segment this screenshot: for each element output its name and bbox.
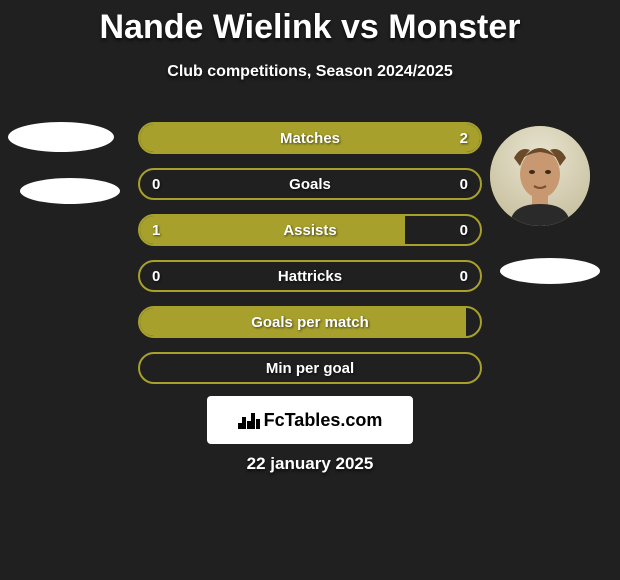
right-avatar (490, 126, 590, 226)
stat-value-left: 0 (152, 176, 160, 193)
stat-label: Goals per match (251, 314, 369, 331)
stat-value-left: 0 (152, 268, 160, 285)
date-text: 22 january 2025 (0, 454, 620, 474)
stat-label: Hattricks (278, 268, 342, 285)
stat-value-right: 0 (460, 176, 468, 193)
page-title: Nande Wielink vs Monster (0, 0, 620, 47)
stat-row: 1 0 Assists (138, 214, 482, 246)
stat-row: Goals per match (138, 306, 482, 338)
stat-row: 2 Matches (138, 122, 482, 154)
stat-label: Goals (289, 176, 331, 193)
stat-value-right: 0 (460, 222, 468, 239)
stat-row: Min per goal (138, 352, 482, 384)
stat-row: 0 0 Goals (138, 168, 482, 200)
stat-value-left: 1 (152, 222, 160, 239)
brand-text: FcTables.com (264, 410, 383, 431)
left-ellipse (20, 178, 120, 204)
stat-row: 0 0 Hattricks (138, 260, 482, 292)
left-ellipse (8, 122, 114, 152)
stat-value-right: 2 (460, 130, 468, 147)
stat-label: Assists (283, 222, 336, 239)
stat-value-right: 0 (460, 268, 468, 285)
brand-badge: FcTables.com (207, 396, 413, 444)
stat-label: Min per goal (266, 360, 354, 377)
stat-rows: 2 Matches 0 0 Goals 1 0 Assists 0 0 Hattricks Goals… (138, 122, 482, 398)
brand-bars-icon (238, 411, 260, 429)
stat-label: Matches (280, 130, 340, 147)
subtitle: Club competitions, Season 2024/2025 (0, 47, 620, 81)
